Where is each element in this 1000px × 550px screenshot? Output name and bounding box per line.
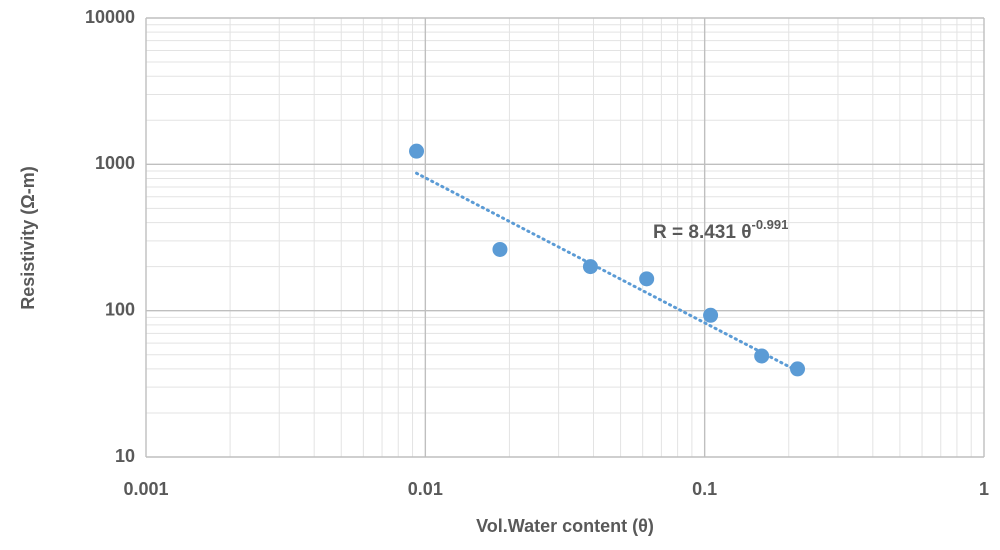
y-tick-label: 100 — [105, 299, 135, 319]
major-grid — [145, 17, 985, 458]
data-points — [409, 143, 806, 377]
power-trendline — [415, 171, 800, 373]
data-point — [790, 361, 806, 377]
data-point — [409, 143, 425, 159]
data-point — [582, 259, 598, 275]
trendline-equation-main: R = 8.431 θ — [653, 222, 751, 243]
x-tick-label: 0.01 — [408, 479, 443, 499]
trendline-equation: R = 8.431 θ-0.991 — [653, 217, 788, 243]
x-axis-title: Vol.Water content (θ) — [476, 516, 654, 536]
data-point — [492, 241, 508, 257]
x-tick-label: 0.1 — [692, 479, 717, 499]
y-tick-labels: 10 100 1000 10000 — [85, 7, 135, 466]
x-tick-label: 1 — [979, 479, 989, 499]
minor-grid — [146, 18, 984, 457]
data-point — [703, 307, 719, 323]
y-axis-title: Resistivity (Ω-m) — [18, 166, 38, 309]
data-point — [754, 348, 770, 364]
trendline-layer — [415, 171, 800, 373]
y-tick-label: 1000 — [95, 153, 135, 173]
y-tick-label: 10000 — [85, 7, 135, 27]
x-tick-label: 0.001 — [123, 479, 168, 499]
trendline-equation-exponent: -0.991 — [751, 217, 788, 232]
x-tick-labels: 0.001 0.01 0.1 1 — [123, 479, 989, 499]
data-point — [639, 271, 655, 287]
y-tick-label: 10 — [115, 446, 135, 466]
